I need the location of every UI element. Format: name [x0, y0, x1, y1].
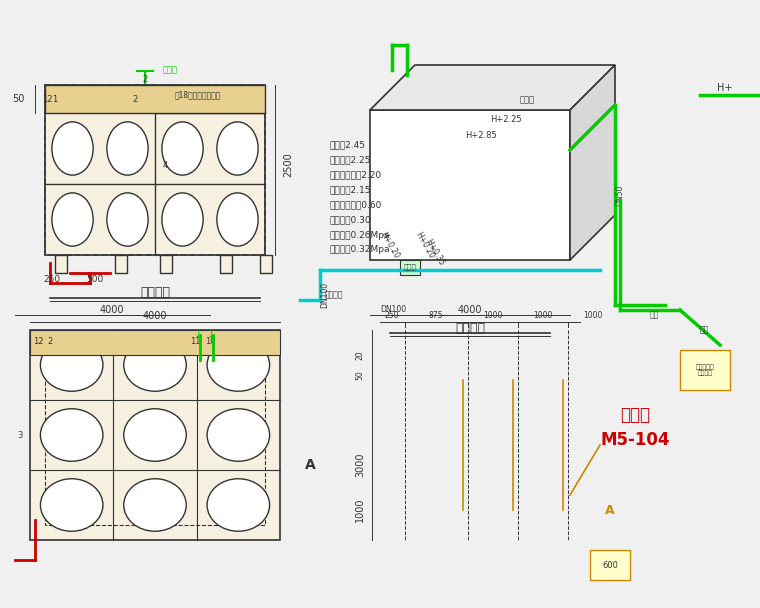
Bar — [30, 330, 280, 355]
Text: 进水阀: 进水阀 — [404, 264, 416, 271]
Text: 润滑剂上盖
水箱示意: 润滑剂上盖 水箱示意 — [695, 364, 714, 376]
Text: 高位报警水位2.20: 高位报警水位2.20 — [330, 170, 382, 179]
Text: 启泵压力0.26Mpa: 启泵压力0.26Mpa — [330, 230, 391, 240]
Text: ↓: ↓ — [206, 330, 216, 340]
Text: 1: 1 — [52, 95, 58, 105]
Bar — [55, 255, 67, 273]
Text: A: A — [605, 503, 615, 517]
Text: ↓: ↓ — [193, 330, 203, 340]
Text: 4000: 4000 — [143, 311, 167, 321]
Text: 进水位2.45: 进水位2.45 — [330, 140, 366, 150]
Bar — [370, 110, 570, 260]
Text: A: A — [305, 458, 315, 472]
Bar — [220, 255, 232, 273]
Text: 3000: 3000 — [355, 453, 365, 477]
Text: DN50: DN50 — [616, 184, 625, 206]
Ellipse shape — [207, 339, 270, 392]
Text: 875: 875 — [429, 311, 443, 320]
Text: 2: 2 — [132, 95, 138, 105]
Text: 10: 10 — [204, 337, 215, 347]
Text: 11: 11 — [190, 337, 200, 347]
Text: 1000: 1000 — [534, 311, 553, 320]
Ellipse shape — [162, 122, 203, 175]
Ellipse shape — [124, 409, 186, 461]
Ellipse shape — [107, 122, 148, 175]
Text: 600: 600 — [602, 561, 618, 570]
Text: 2: 2 — [47, 337, 52, 347]
Bar — [115, 255, 127, 273]
Bar — [30, 330, 280, 540]
Ellipse shape — [124, 339, 186, 392]
Text: 导出: 导出 — [700, 325, 709, 334]
Text: 导入: 导入 — [650, 311, 659, 319]
Ellipse shape — [217, 193, 258, 246]
Text: 2500: 2500 — [283, 153, 293, 178]
Text: 停泵压力0.32Mpa: 停泵压力0.32Mpa — [330, 246, 391, 255]
Text: DN100: DN100 — [380, 305, 406, 314]
Text: 最高水位2.15: 最高水位2.15 — [330, 185, 372, 195]
Text: 最低水位0.30: 最低水位0.30 — [330, 215, 372, 224]
Text: 12: 12 — [42, 95, 52, 105]
Text: 4000: 4000 — [458, 305, 483, 315]
Text: 敷18目不锈钢防虫网: 敷18目不锈钢防虫网 — [175, 91, 221, 100]
Bar — [160, 255, 172, 273]
Text: H+0.20: H+0.20 — [414, 230, 436, 260]
Polygon shape — [370, 65, 615, 110]
Text: 1000: 1000 — [355, 498, 365, 522]
Text: 12: 12 — [33, 337, 43, 347]
Text: 溢流管: 溢流管 — [520, 95, 535, 105]
Text: 2: 2 — [142, 75, 147, 85]
Text: 250: 250 — [385, 311, 399, 320]
Text: H+: H+ — [717, 83, 733, 93]
Text: H+2.85: H+2.85 — [465, 131, 497, 139]
Text: 低位报警水位0.60: 低位报警水位0.60 — [330, 201, 382, 210]
Ellipse shape — [207, 478, 270, 531]
Text: 50: 50 — [356, 370, 365, 380]
Text: 4000: 4000 — [100, 305, 124, 315]
Bar — [400, 260, 420, 275]
Polygon shape — [570, 65, 615, 260]
Text: 1000: 1000 — [483, 311, 502, 320]
Text: 溢流水位2.25: 溢流水位2.25 — [330, 156, 372, 165]
Text: DN100: DN100 — [321, 282, 330, 308]
Bar — [45, 345, 265, 525]
Ellipse shape — [207, 409, 270, 461]
Ellipse shape — [40, 409, 103, 461]
Text: H+0.35: H+0.35 — [424, 237, 446, 267]
Text: M5-104: M5-104 — [600, 431, 670, 449]
Text: 500: 500 — [87, 275, 103, 285]
Text: 正立面图: 正立面图 — [140, 286, 170, 300]
Text: H+2.25: H+2.25 — [490, 116, 521, 125]
Text: 20: 20 — [356, 350, 365, 360]
Text: 预埋件: 预埋件 — [620, 406, 650, 424]
Ellipse shape — [162, 193, 203, 246]
Bar — [260, 255, 272, 273]
Text: 流量开关: 流量开关 — [325, 291, 344, 300]
Bar — [45, 85, 265, 255]
Bar — [45, 85, 265, 113]
Bar — [680, 350, 730, 390]
Text: 250: 250 — [43, 275, 61, 285]
Text: 50: 50 — [13, 94, 25, 104]
Bar — [45, 85, 265, 255]
Ellipse shape — [107, 193, 148, 246]
Text: 侧立面图: 侧立面图 — [455, 322, 485, 334]
Text: 4: 4 — [163, 161, 168, 170]
Text: 3: 3 — [17, 430, 23, 440]
Ellipse shape — [40, 339, 103, 392]
Ellipse shape — [124, 478, 186, 531]
Text: 透气帽: 透气帽 — [163, 66, 178, 75]
Ellipse shape — [52, 193, 93, 246]
Ellipse shape — [52, 122, 93, 175]
Ellipse shape — [40, 478, 103, 531]
Text: 1000: 1000 — [584, 311, 603, 320]
Bar — [590, 550, 630, 580]
Ellipse shape — [217, 122, 258, 175]
Text: H+0.20: H+0.20 — [378, 230, 401, 260]
